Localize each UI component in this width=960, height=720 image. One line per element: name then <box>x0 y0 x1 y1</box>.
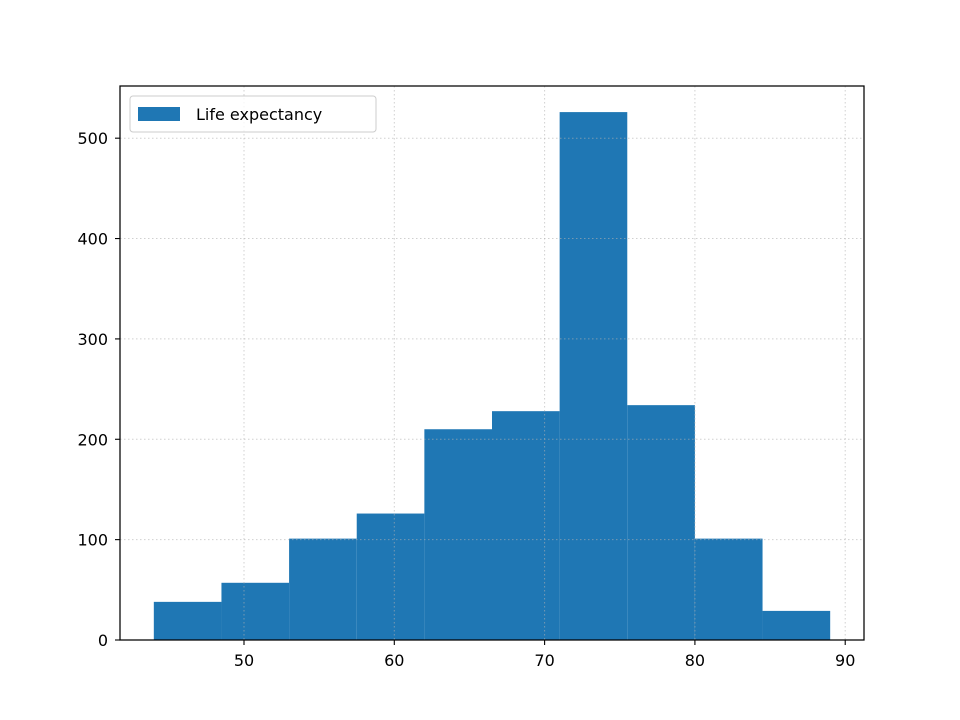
histogram-bar <box>424 429 492 640</box>
legend-box <box>129 95 377 133</box>
x-tick-label: 80 <box>685 651 705 670</box>
legend-swatch <box>138 107 180 121</box>
histogram-bar <box>221 582 290 640</box>
legend-label: Life expectancy <box>196 105 322 124</box>
y-tick-label: 0 <box>98 631 108 650</box>
y-tick-label: 100 <box>77 531 108 550</box>
histogram-bar <box>153 601 222 640</box>
histogram-bar <box>356 513 425 640</box>
legend: Life expectancy <box>129 95 377 133</box>
y-tick-label: 200 <box>77 430 108 449</box>
histogram-bar <box>559 112 628 641</box>
axes-frame <box>119 85 865 641</box>
y-tick-label: 300 <box>77 330 108 349</box>
histogram-bar <box>492 411 560 640</box>
x-tick-label: 50 <box>234 651 254 670</box>
histogram-bar <box>694 538 763 640</box>
histogram-bar <box>762 610 831 640</box>
y-axis-ticks: 0 100 200 300 400 500 <box>77 129 120 650</box>
histogram-bar <box>627 405 695 640</box>
bars-layer <box>153 112 831 641</box>
x-tick-label: 60 <box>384 651 404 670</box>
y-tick-label: 400 <box>77 230 108 249</box>
x-tick-label: 90 <box>835 651 855 670</box>
y-tick-label: 500 <box>77 129 108 148</box>
histogram-bar <box>289 538 357 640</box>
x-tick-label: 70 <box>534 651 554 670</box>
x-axis-ticks: 50 60 70 80 90 <box>234 640 855 670</box>
